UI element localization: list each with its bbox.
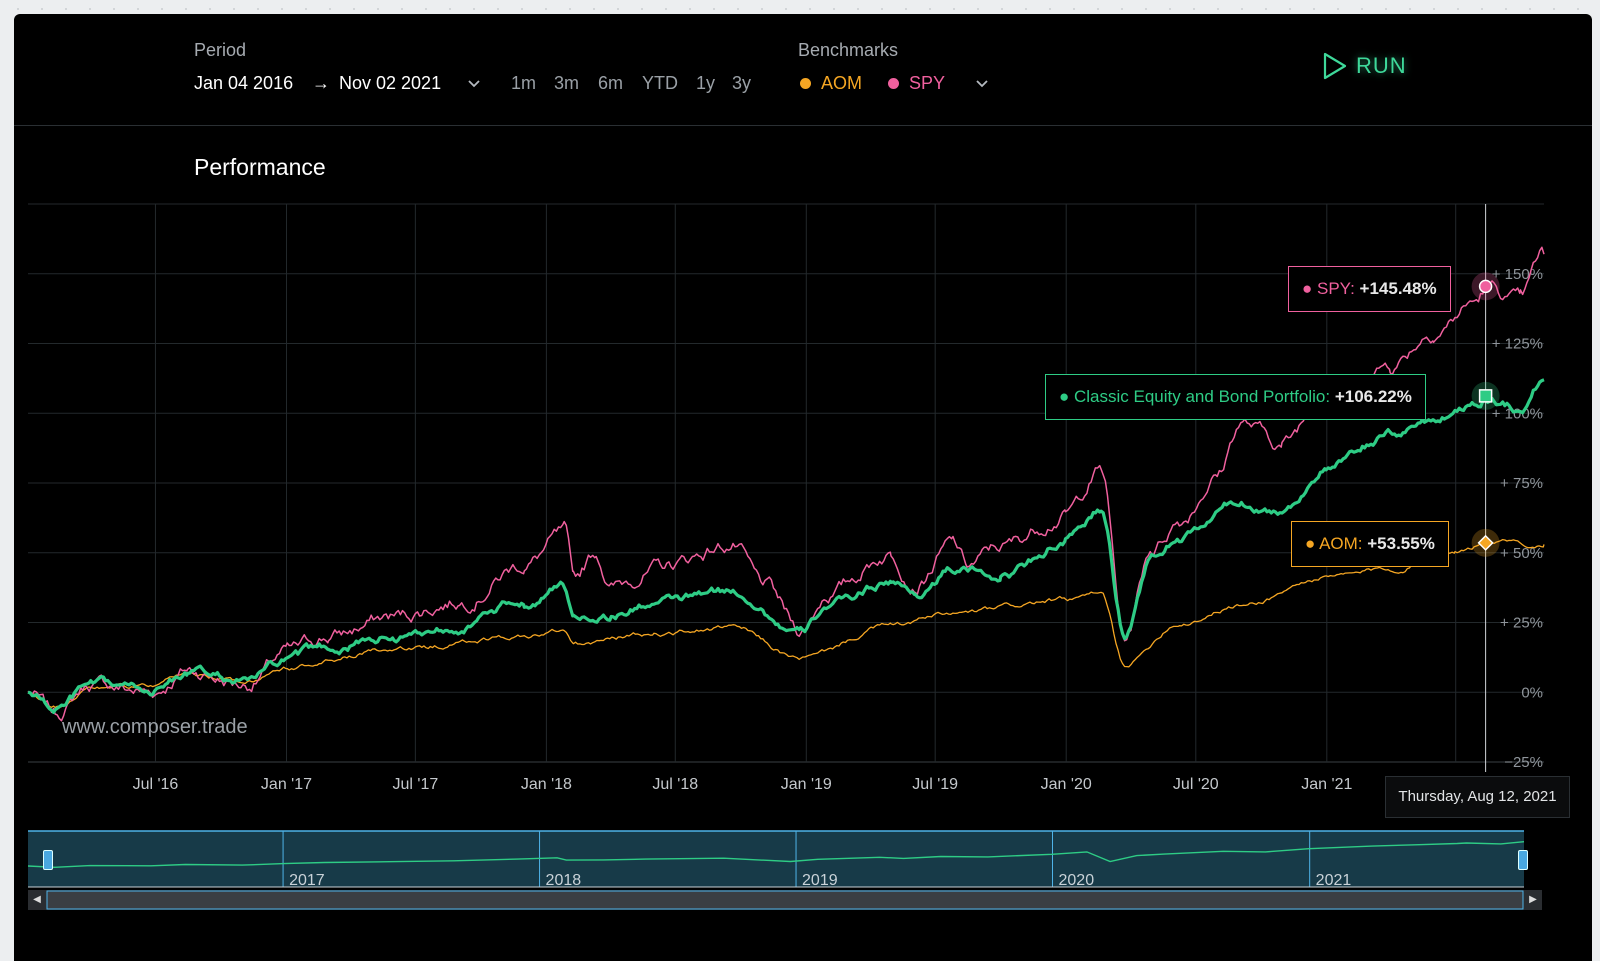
backtest-panel: Period Jan 04 2016 → Nov 02 2021 1m 3m 6… xyxy=(14,14,1592,961)
scrollbar-thumb[interactable] xyxy=(46,890,1524,910)
y-tick-label: + 150% xyxy=(1492,266,1543,283)
navigator-right-handle[interactable] xyxy=(1518,850,1528,870)
series-line-classic-equity-and-bond-portfolio xyxy=(27,378,1545,714)
x-tick-label: Jul '19 xyxy=(912,776,958,793)
tooltip-spy-value: +145.48% xyxy=(1359,279,1437,298)
tooltip-aom-value: +53.55% xyxy=(1367,534,1435,553)
tooltip-spy-name: SPY xyxy=(1317,279,1351,298)
period-label: Period xyxy=(194,40,247,60)
y-tick-label: −25% xyxy=(1504,754,1543,771)
scrollbar-left-arrow-icon[interactable]: ◀ xyxy=(28,890,46,910)
benchmarks-label: Benchmarks xyxy=(798,40,899,60)
run-button[interactable]: RUN xyxy=(1322,52,1407,80)
end-date[interactable]: Nov 02 2021 xyxy=(339,73,442,93)
navigator-left-handle[interactable] xyxy=(43,850,53,870)
spy-dot-icon xyxy=(888,78,899,89)
x-tick-label: Jan '21 xyxy=(1301,776,1352,793)
benchmarks-chevron-down-icon[interactable] xyxy=(974,76,990,92)
benchmark-aom[interactable]: AOM xyxy=(800,73,862,94)
navigator-year-label: 2017 xyxy=(289,872,325,889)
tooltip-spy: ● SPY: +145.48% xyxy=(1288,266,1451,312)
y-tick-label: + 75% xyxy=(1500,475,1543,492)
x-tick-label: Jul '18 xyxy=(652,776,698,793)
play-icon xyxy=(1323,52,1347,80)
series-line-aom xyxy=(28,538,1545,709)
period-chevron-down-icon[interactable] xyxy=(466,76,482,92)
y-tick-label: + 125% xyxy=(1492,336,1543,353)
tooltip-aom: ● AOM: +53.55% xyxy=(1291,521,1449,567)
navigator-year-label: 2018 xyxy=(546,872,582,889)
window-top-strip xyxy=(0,0,1600,14)
range-1y-button[interactable]: 1y xyxy=(696,73,716,93)
range-3y-button[interactable]: 3y xyxy=(732,73,752,93)
navigator-series xyxy=(27,841,1525,869)
run-label: RUN xyxy=(1356,53,1407,78)
navigator-background[interactable] xyxy=(28,831,1524,887)
aom-marker xyxy=(1477,534,1494,551)
chart-title: Performance xyxy=(194,154,326,180)
watermark: www.composer.trade xyxy=(62,716,248,738)
performance-chart[interactable]: + 150%+ 125%+ 100%+ 75%+ 50%+ 25%0%−25% … xyxy=(14,14,1592,961)
x-tick-label: Jan '17 xyxy=(261,776,312,793)
navigator-year-label: 2019 xyxy=(802,872,838,889)
x-tick-label: Jul '20 xyxy=(1173,776,1219,793)
y-tick-label: + 25% xyxy=(1500,615,1543,632)
range-6m-button[interactable]: 6m xyxy=(598,73,624,93)
navigator-year-label: 2021 xyxy=(1316,872,1352,889)
range-3m-button[interactable]: 3m xyxy=(554,73,580,93)
y-tick-label: + 50% xyxy=(1500,545,1543,562)
x-tick-label: Jan '20 xyxy=(1041,776,1092,793)
range-1m-button[interactable]: 1m xyxy=(511,73,537,93)
tooltip-portfolio: ● Classic Equity and Bond Portfolio: +10… xyxy=(1045,374,1426,420)
aom-dot-icon xyxy=(800,78,811,89)
navigator-year-label: 2020 xyxy=(1059,872,1095,889)
benchmark-spy-label: SPY xyxy=(909,73,946,93)
y-tick-label: 0% xyxy=(1521,684,1543,701)
x-tick-label: Jul '16 xyxy=(133,776,179,793)
tooltip-portfolio-name: Classic Equity and Bond Portfolio xyxy=(1074,387,1326,406)
x-tick-label: Jan '19 xyxy=(781,776,832,793)
spy-marker xyxy=(1478,279,1493,294)
header-divider xyxy=(14,125,1592,126)
x-tick-label: Jul '17 xyxy=(392,776,438,793)
x-tick-label: Jan '18 xyxy=(521,776,572,793)
hover-date-label: Thursday, Aug 12, 2021 xyxy=(1385,776,1570,818)
series-line-spy xyxy=(27,246,1545,722)
y-tick-label: + 100% xyxy=(1492,405,1543,422)
portfolio-marker xyxy=(1478,389,1493,403)
benchmark-spy[interactable]: SPY xyxy=(888,73,945,94)
benchmark-aom-label: AOM xyxy=(821,73,863,93)
tooltip-aom-name: AOM xyxy=(1319,534,1358,553)
arrow-right-icon: → xyxy=(312,73,330,93)
start-date[interactable]: Jan 04 2016 xyxy=(194,73,294,93)
scrollbar-right-arrow-icon[interactable]: ▶ xyxy=(1524,890,1542,910)
range-ytd-button[interactable]: YTD xyxy=(642,73,678,93)
tooltip-portfolio-value: +106.22% xyxy=(1334,387,1412,406)
